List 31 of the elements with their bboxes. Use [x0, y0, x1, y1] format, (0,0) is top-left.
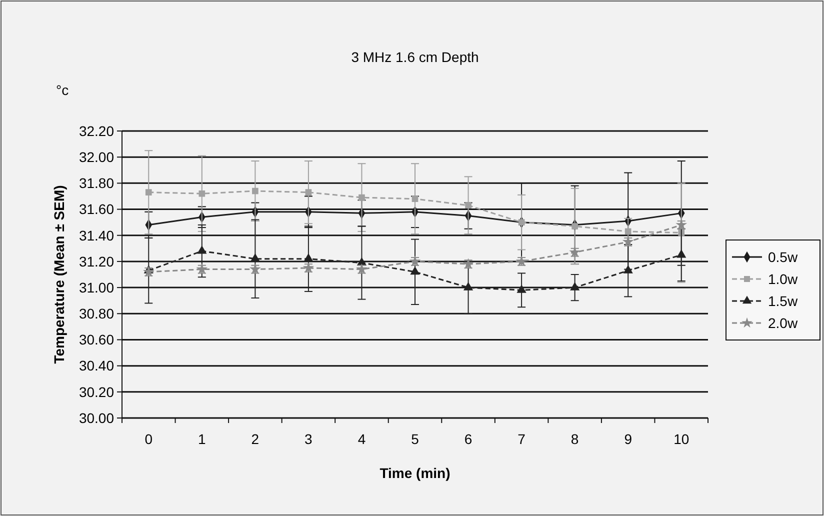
- x-tick-label: 10: [674, 431, 690, 447]
- legend-label: 1.5w: [768, 292, 798, 309]
- y-tick-label: 30.20: [78, 384, 114, 400]
- x-tick-label: 7: [518, 431, 526, 447]
- x-tick-label: 6: [464, 431, 472, 447]
- y-tick-label: 30.80: [78, 306, 114, 322]
- y-tick-label: 31.80: [78, 175, 114, 192]
- x-tick-label: 1: [198, 431, 206, 447]
- x-tick-label: 4: [358, 431, 366, 447]
- x-tick-label: 5: [411, 431, 420, 447]
- y-tick-label: 31.00: [78, 279, 114, 296]
- legend-label: 2.0w: [768, 314, 798, 331]
- x-tick-label: 3: [304, 431, 313, 447]
- y-tick-label: 30.60: [78, 332, 114, 348]
- y-tick-label: 31.60: [78, 201, 114, 218]
- x-axis-title: Time (min): [380, 465, 450, 481]
- y-tick-label: 30.40: [78, 358, 114, 374]
- chart-title: 3 MHz 1.6 cm Depth: [351, 49, 479, 65]
- x-tick-label: 9: [624, 431, 632, 447]
- x-tick-label: 0: [144, 431, 153, 447]
- y-tick-label: 30.00: [78, 410, 114, 426]
- y-tick-label: 32.20: [78, 122, 114, 139]
- y-tick-label: 31.20: [78, 253, 114, 270]
- text: °c: [56, 82, 69, 98]
- y-tick-label: 31.40: [78, 227, 114, 244]
- legend-label: 1.0w: [768, 270, 798, 287]
- x-tick-label: 8: [570, 431, 579, 447]
- y-axis-title: Temperature (Mean ± SEM): [51, 185, 67, 364]
- y-tick-label: 32.00: [78, 148, 114, 165]
- legend-label: 0.5w: [768, 248, 798, 265]
- x-tick-label: 2: [251, 431, 260, 447]
